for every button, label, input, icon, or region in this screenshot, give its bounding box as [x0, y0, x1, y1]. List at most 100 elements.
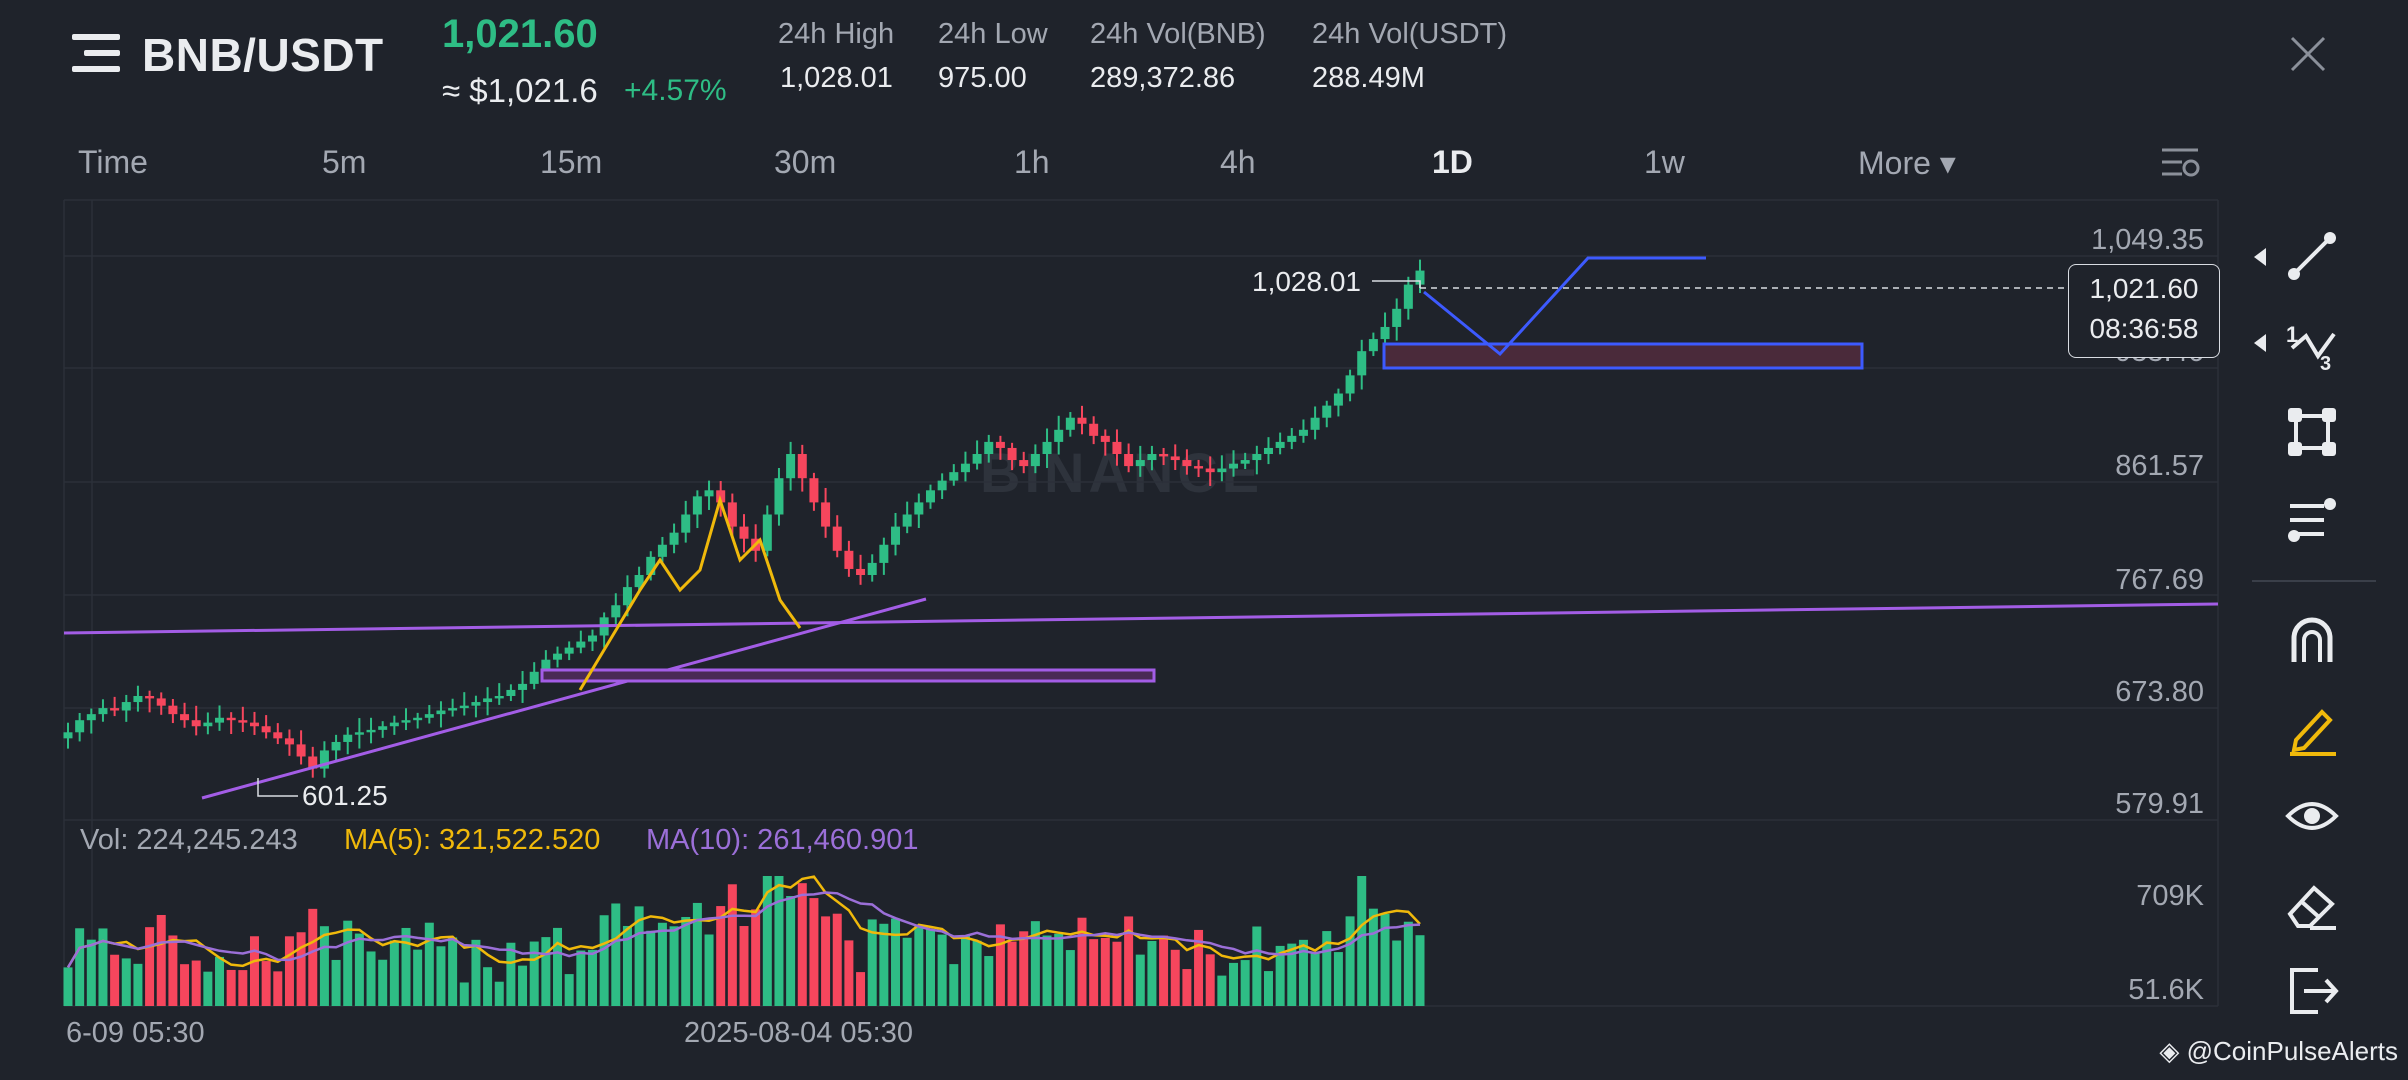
- pencil-icon[interactable]: [2284, 700, 2340, 756]
- expand-caret-icon[interactable]: [2254, 334, 2266, 352]
- high-marker-line: [1372, 280, 1421, 288]
- candle-body: [1170, 456, 1180, 461]
- volume-bar: [587, 949, 597, 1006]
- volume-bar: [1310, 952, 1320, 1006]
- volume-bar: [914, 924, 924, 1006]
- volume-bar: [63, 967, 73, 1006]
- volume-bar: [832, 913, 842, 1006]
- volume-bar: [727, 884, 737, 1006]
- candle-body: [483, 698, 493, 703]
- volume-bar: [518, 965, 528, 1006]
- volume-bar: [1194, 929, 1204, 1006]
- candle-body: [75, 720, 85, 733]
- shapes-icon[interactable]: [2284, 404, 2340, 460]
- stat-value-low: 975.00: [938, 62, 1027, 94]
- expand-caret-icon[interactable]: [2254, 248, 2266, 266]
- low-annotation: 601.25: [302, 780, 388, 811]
- candle-body: [424, 714, 434, 718]
- low-marker-line: [257, 778, 298, 797]
- volume-bar: [1147, 940, 1157, 1006]
- resistance-zone-box: [1382, 342, 1864, 370]
- volume-bar: [249, 936, 259, 1006]
- magnet-icon[interactable]: [2284, 612, 2340, 668]
- candle-body: [1345, 375, 1355, 394]
- candle-body: [86, 714, 96, 721]
- candle-body: [844, 550, 854, 569]
- volume-bar: [471, 939, 481, 1006]
- volume-bar: [1415, 935, 1425, 1006]
- candle-body: [1252, 454, 1262, 461]
- tab-more[interactable]: More ▾: [1858, 145, 1956, 181]
- candle-body: [1007, 447, 1017, 461]
- candle-body: [879, 544, 889, 563]
- candle-body: [553, 653, 563, 660]
- candle-body: [1229, 463, 1239, 469]
- volume-bar: [891, 918, 901, 1006]
- trend-line-icon[interactable]: [2284, 228, 2340, 284]
- parallel-lines-icon[interactable]: [2284, 492, 2340, 548]
- tab-1h[interactable]: 1h: [1014, 144, 1050, 180]
- eraser-icon[interactable]: [2284, 876, 2340, 932]
- exit-icon[interactable]: [2284, 962, 2340, 1018]
- volume-bar: [296, 932, 306, 1006]
- tab-1d[interactable]: 1D: [1432, 144, 1473, 180]
- candle-body: [529, 671, 539, 684]
- tab-30m[interactable]: 30m: [774, 144, 837, 180]
- volume-bar: [541, 937, 551, 1006]
- volume-bar: [1124, 916, 1134, 1006]
- volume-bar: [238, 970, 248, 1006]
- candle-body: [786, 454, 796, 479]
- candle-body: [1112, 441, 1122, 455]
- candle-body: [331, 741, 341, 751]
- candle-body: [168, 705, 178, 715]
- candle-body: [1135, 460, 1145, 467]
- volume-bar: [1065, 950, 1075, 1006]
- volume-bar: [226, 969, 236, 1006]
- candle-body: [1263, 447, 1273, 455]
- candlestick-chart[interactable]: [0, 0, 2240, 1040]
- tab-5m[interactable]: 5m: [322, 144, 367, 180]
- candle-body: [308, 756, 318, 769]
- stat-value-high: 1,028.01: [780, 62, 893, 94]
- menu-icon[interactable]: [72, 32, 120, 76]
- credit-text: @CoinPulseAlerts: [2186, 1036, 2398, 1066]
- tab-15m[interactable]: 15m: [540, 144, 603, 180]
- candle-body: [984, 441, 994, 455]
- candle-body: [1240, 460, 1250, 464]
- candle-body: [716, 490, 726, 503]
- stat-label-low: 24h Low: [938, 18, 1048, 50]
- high-annotation: 1,028.01: [1252, 266, 1361, 297]
- tab-4h[interactable]: 4h: [1220, 144, 1256, 180]
- projection-path: [1423, 256, 1706, 357]
- candle-body: [692, 496, 702, 515]
- candle-body: [215, 717, 225, 723]
- chart-settings-icon[interactable]: [2160, 144, 2200, 180]
- candle-body: [1089, 423, 1099, 436]
- close-icon[interactable]: [2288, 34, 2328, 74]
- candle-body: [1054, 429, 1064, 442]
- volume-bars-group: [63, 876, 1425, 1006]
- volume-bar: [681, 916, 691, 1006]
- stat-value-vol-bnb: 289,372.86: [1090, 62, 1236, 94]
- pair-title[interactable]: BNB/USDT: [142, 29, 384, 81]
- volume-bar: [564, 974, 574, 1006]
- tab-1w[interactable]: 1w: [1644, 144, 1685, 180]
- volume-bar: [424, 922, 434, 1006]
- volume-bar: [1007, 941, 1017, 1006]
- volume-bar: [716, 906, 726, 1006]
- volume-bar: [1019, 931, 1029, 1006]
- candle-body: [1100, 435, 1110, 442]
- candle-body: [914, 502, 924, 515]
- tab-time[interactable]: Time: [78, 144, 148, 180]
- volume-bar: [879, 923, 889, 1006]
- candle-body: [459, 705, 469, 709]
- volume-bar: [902, 937, 912, 1006]
- stat-value-vol-usdt: 288.49M: [1312, 62, 1425, 94]
- volume-bar: [401, 927, 411, 1006]
- eye-icon[interactable]: [2284, 788, 2340, 844]
- last-price: 1,021.60: [442, 12, 598, 56]
- volume-bar: [786, 896, 796, 1006]
- volume-bar: [1263, 971, 1273, 1006]
- volume-bar: [354, 933, 364, 1006]
